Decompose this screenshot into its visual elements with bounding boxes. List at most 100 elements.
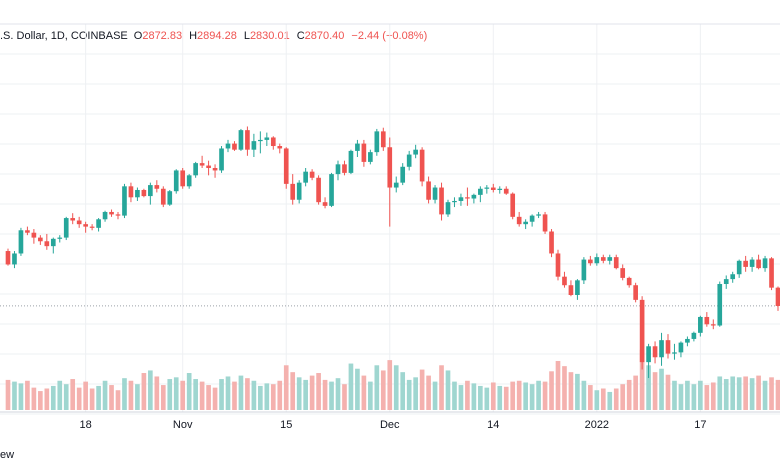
candle-body: [361, 143, 367, 162]
volume-bar: [419, 369, 425, 410]
volume-bar: [122, 378, 127, 410]
candle-body: [199, 163, 205, 166]
volume-bar: [736, 377, 742, 410]
volume-bar: [723, 379, 729, 410]
volume-bar: [445, 370, 451, 410]
open-value: O2872.83: [133, 30, 183, 42]
volume-bar: [529, 384, 535, 410]
volume-bar: [594, 390, 600, 410]
candle-body: [206, 165, 211, 168]
candle-body: [219, 148, 224, 171]
volume-bar: [128, 380, 134, 410]
candle-body: [83, 224, 88, 227]
candle-body: [309, 171, 315, 178]
symbol-label[interactable]: .S. Dollar, 1D, COINBASE: [0, 30, 128, 42]
candle-body: [445, 202, 451, 215]
volume-bar: [303, 379, 308, 410]
x-tick-label: 14: [487, 419, 499, 431]
volume-bar: [665, 374, 671, 410]
candle-body: [555, 253, 561, 277]
candle-body: [193, 163, 198, 176]
high-value: H2894.28: [189, 30, 237, 42]
volume-bar: [497, 385, 503, 410]
volume-bar: [613, 388, 619, 410]
volume-bar: [620, 384, 626, 410]
candle-body: [516, 216, 522, 225]
candle-body: [626, 277, 632, 286]
volume-bar: [387, 360, 393, 410]
candle-body: [160, 188, 166, 205]
volume-layer: [5, 349, 780, 410]
candle-body: [736, 260, 742, 275]
candle-body: [685, 338, 690, 343]
candle-body: [12, 253, 17, 265]
volume-bar: [57, 380, 63, 410]
candle-body: [471, 194, 477, 199]
candle-body: [355, 143, 360, 151]
volume-bar: [406, 379, 412, 410]
candle-body: [251, 141, 257, 150]
x-tick-label: Nov: [173, 419, 193, 431]
volume-bar: [510, 381, 516, 410]
volume-bar: [277, 380, 283, 410]
volume-bar: [251, 380, 257, 410]
candle-body: [542, 214, 548, 232]
candle-body: [730, 274, 736, 280]
candle-body: [678, 342, 684, 353]
candle-body: [245, 130, 250, 150]
candle-body: [691, 332, 697, 339]
volume-bar: [206, 385, 211, 410]
volume-bar: [154, 376, 160, 410]
volume-bar: [516, 380, 522, 410]
candle-body: [342, 164, 347, 173]
volume-bar: [264, 383, 270, 410]
candle-body: [290, 183, 296, 200]
volume-bar: [96, 385, 101, 410]
candle-body: [148, 185, 153, 197]
candle-body: [465, 197, 470, 199]
candle-body: [44, 241, 50, 247]
volume-bar: [160, 385, 166, 410]
volume-bar: [316, 373, 321, 410]
candle-body: [167, 191, 173, 205]
candle-body: [264, 137, 270, 140]
candle-body: [329, 174, 334, 206]
x-tick-label: 15: [280, 419, 292, 431]
candle-body: [620, 268, 626, 278]
volume-bar: [83, 381, 88, 410]
candle-body: [76, 220, 82, 225]
volume-bar: [600, 388, 606, 410]
volume-bar: [704, 385, 710, 410]
candle-body: [5, 251, 11, 265]
volume-bar: [238, 375, 244, 410]
candle-body: [568, 285, 574, 295]
volume-bar: [225, 376, 231, 410]
volume-bar: [691, 384, 697, 410]
x-tick-label: 2022: [585, 419, 609, 431]
candle-body: [368, 152, 373, 162]
candle-body: [484, 187, 490, 189]
volume-bar: [542, 381, 548, 410]
volume-bar: [465, 380, 470, 410]
volume-bar: [678, 384, 684, 410]
volume-bar: [749, 378, 755, 410]
volume-bar: [322, 379, 328, 410]
volume-bar: [355, 368, 360, 410]
candle-body: [756, 259, 761, 269]
volume-bar: [607, 391, 613, 410]
volume-bar: [193, 379, 198, 410]
volume-bar: [167, 379, 173, 410]
low-value: L2830.01: [243, 30, 290, 42]
candle-body: [18, 230, 24, 254]
candle-body: [503, 188, 509, 194]
volume-bar: [698, 380, 703, 410]
volume-bar: [756, 375, 761, 410]
candle-body: [186, 175, 192, 187]
volume-bar: [270, 384, 276, 410]
candle-body: [523, 221, 528, 225]
candle-body: [173, 170, 179, 192]
candle-body: [141, 189, 147, 197]
candle-body: [723, 279, 729, 284]
close-value: C2870.40: [296, 30, 345, 42]
